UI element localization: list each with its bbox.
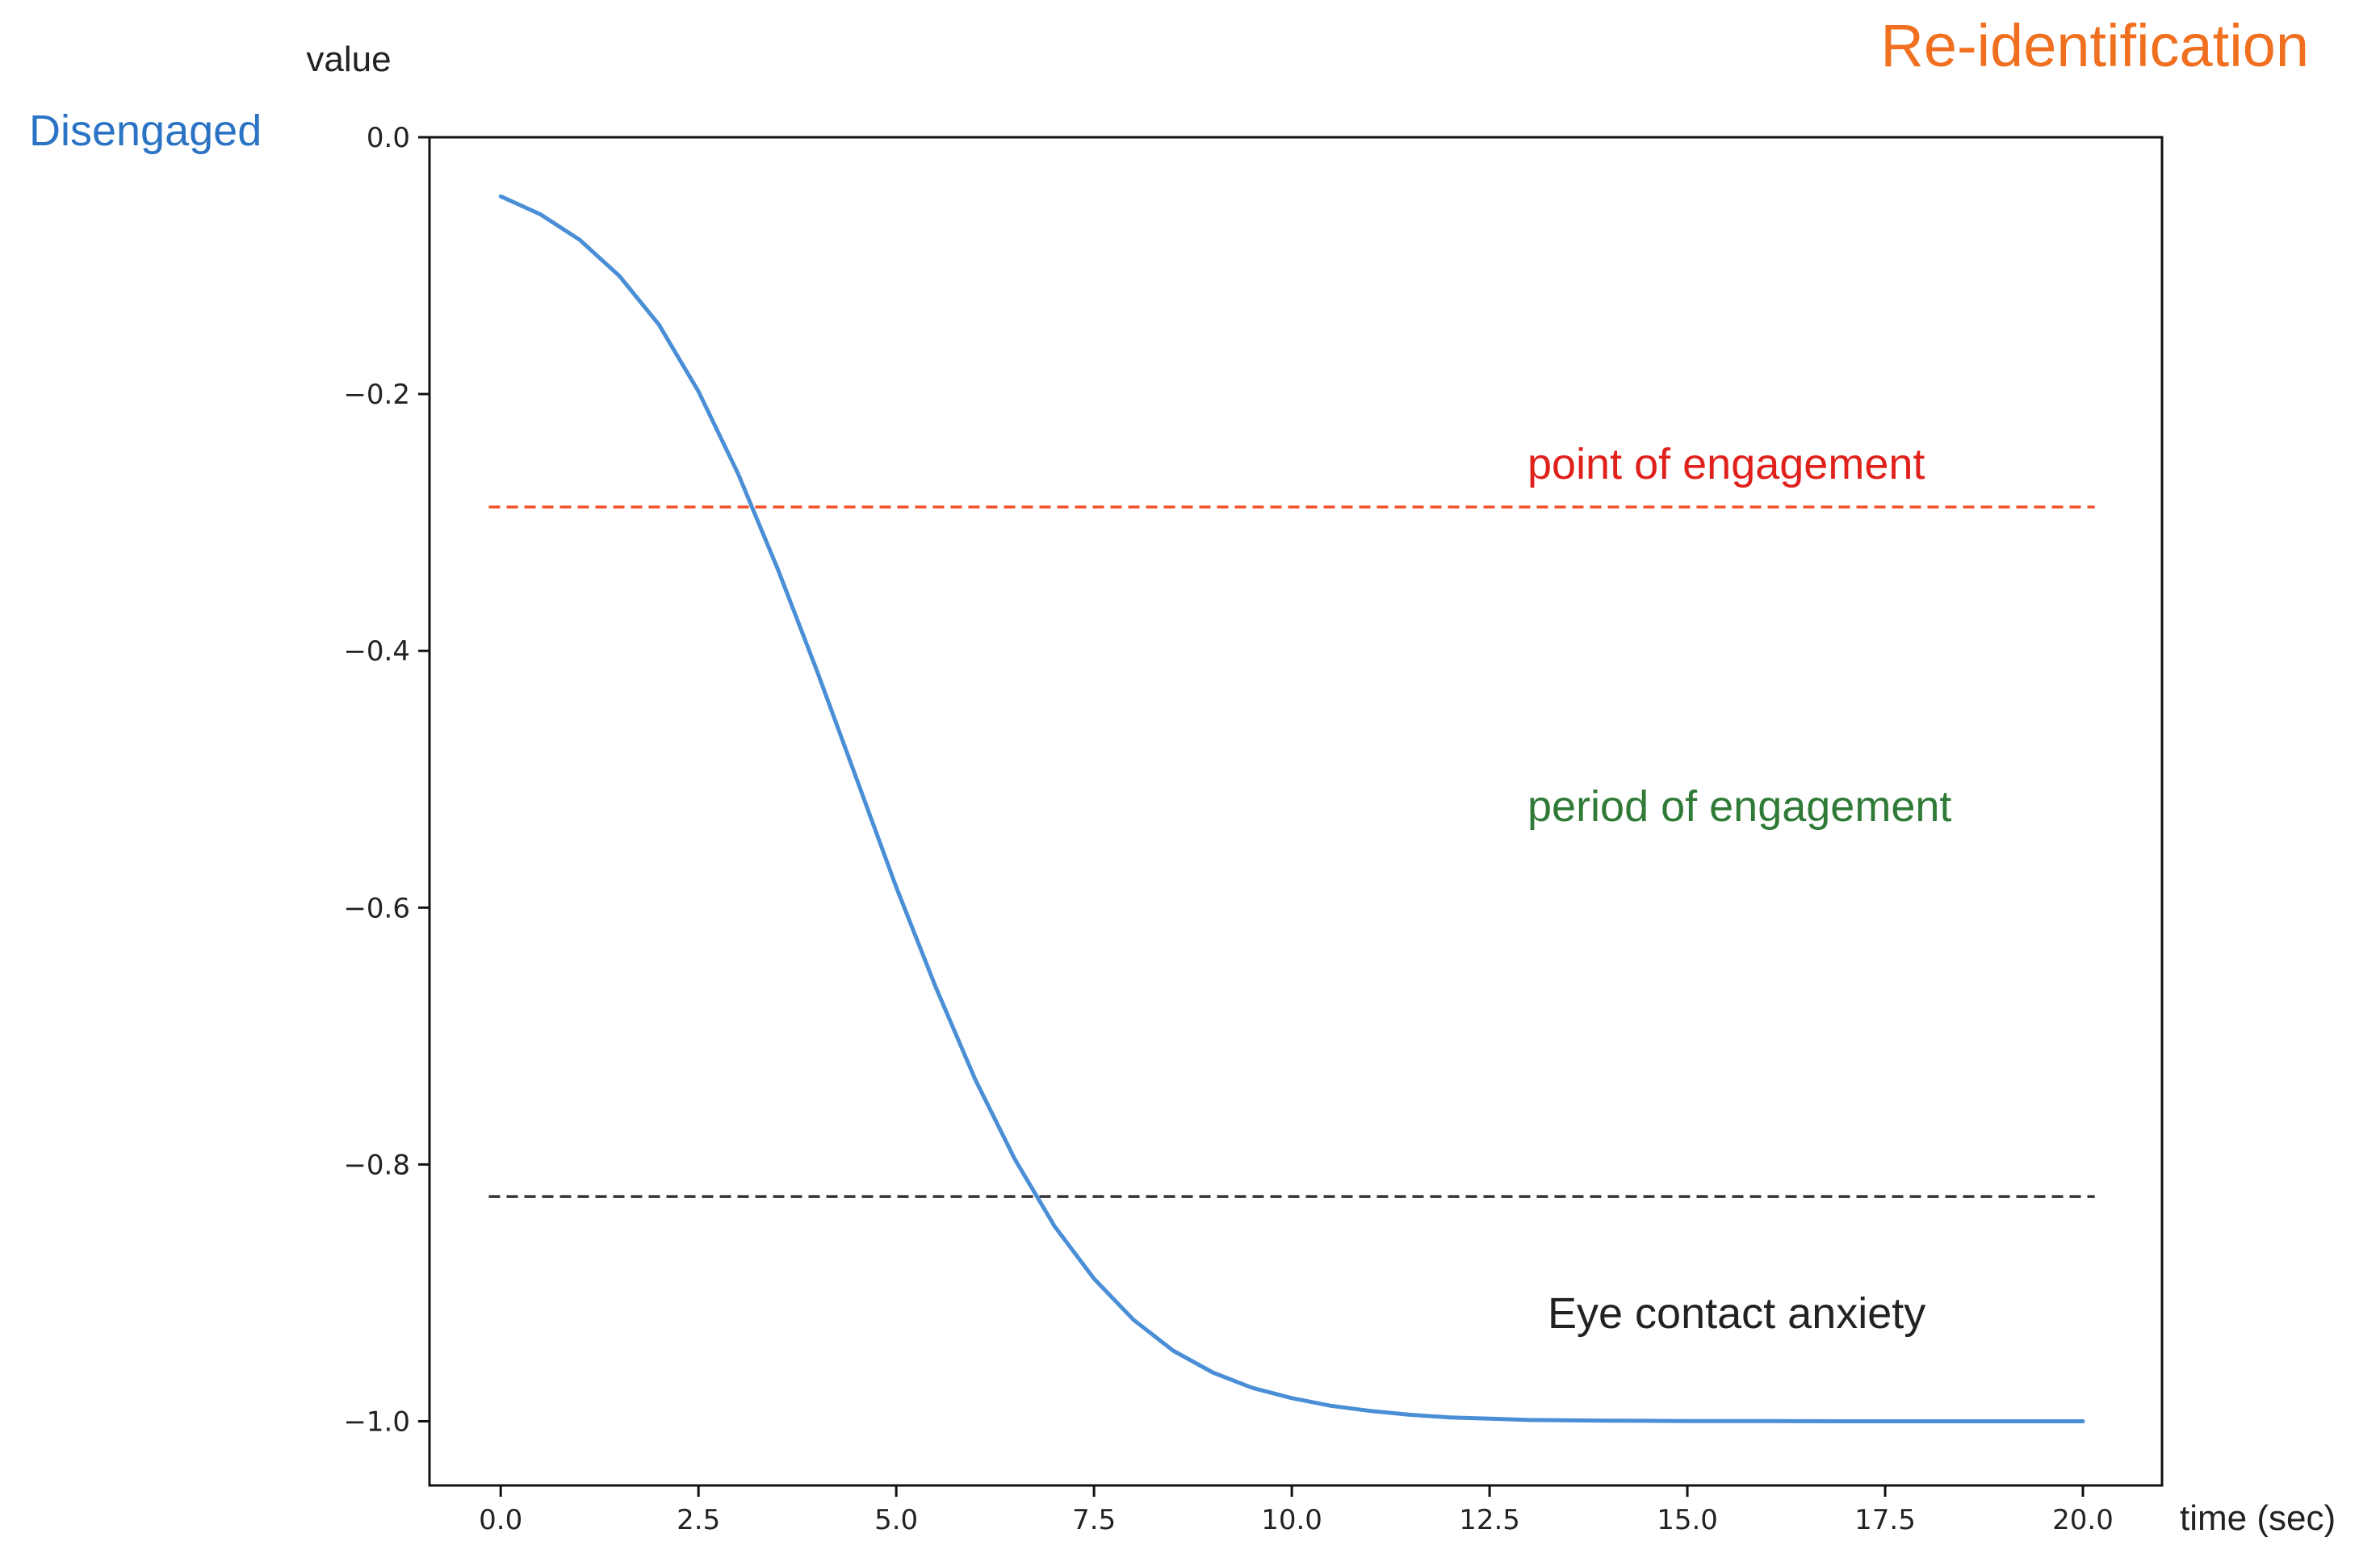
y-tick-label: −0.4 (343, 635, 410, 668)
annotation-period-of-engagement: period of engagement (1527, 782, 1951, 831)
y-tick-label: −0.6 (343, 892, 410, 924)
x-tick-label: 2.5 (677, 1504, 720, 1536)
x-tick-label: 5.0 (874, 1504, 918, 1536)
x-axis-label: time (sec) (2180, 1498, 2336, 1538)
annotation-disengaged: Disengaged (29, 107, 262, 155)
annotation-eye-contact-anxiety: Eye contact anxiety (1548, 1289, 1925, 1338)
x-tick-label: 15.0 (1657, 1504, 1718, 1536)
y-tick-label: 0.0 (367, 122, 410, 154)
x-tick-label: 12.5 (1459, 1504, 1520, 1536)
annotation-point-of-engagement: point of engagement (1527, 440, 1925, 488)
y-axis-label: value (306, 40, 391, 79)
x-tick-label: 20.0 (2052, 1504, 2114, 1536)
x-axis-ticks: 0.0 2.5 5.0 7.5 10.0 12.5 15.0 17.5 20.0 (479, 1485, 2114, 1536)
x-tick-label: 7.5 (1072, 1504, 1116, 1536)
y-axis-ticks: 0.0 −0.2 −0.4 −0.6 −0.8 −1.0 (343, 122, 429, 1438)
chart-title: Re-identification (1880, 12, 2309, 79)
reference-lines (488, 507, 2094, 1196)
y-tick-label: −0.8 (343, 1149, 410, 1181)
x-tick-label: 17.5 (1854, 1504, 1916, 1536)
y-tick-label: −1.0 (343, 1406, 410, 1438)
x-tick-label: 10.0 (1261, 1504, 1322, 1536)
x-tick-label: 0.0 (479, 1504, 522, 1536)
y-tick-label: −0.2 (343, 379, 410, 411)
